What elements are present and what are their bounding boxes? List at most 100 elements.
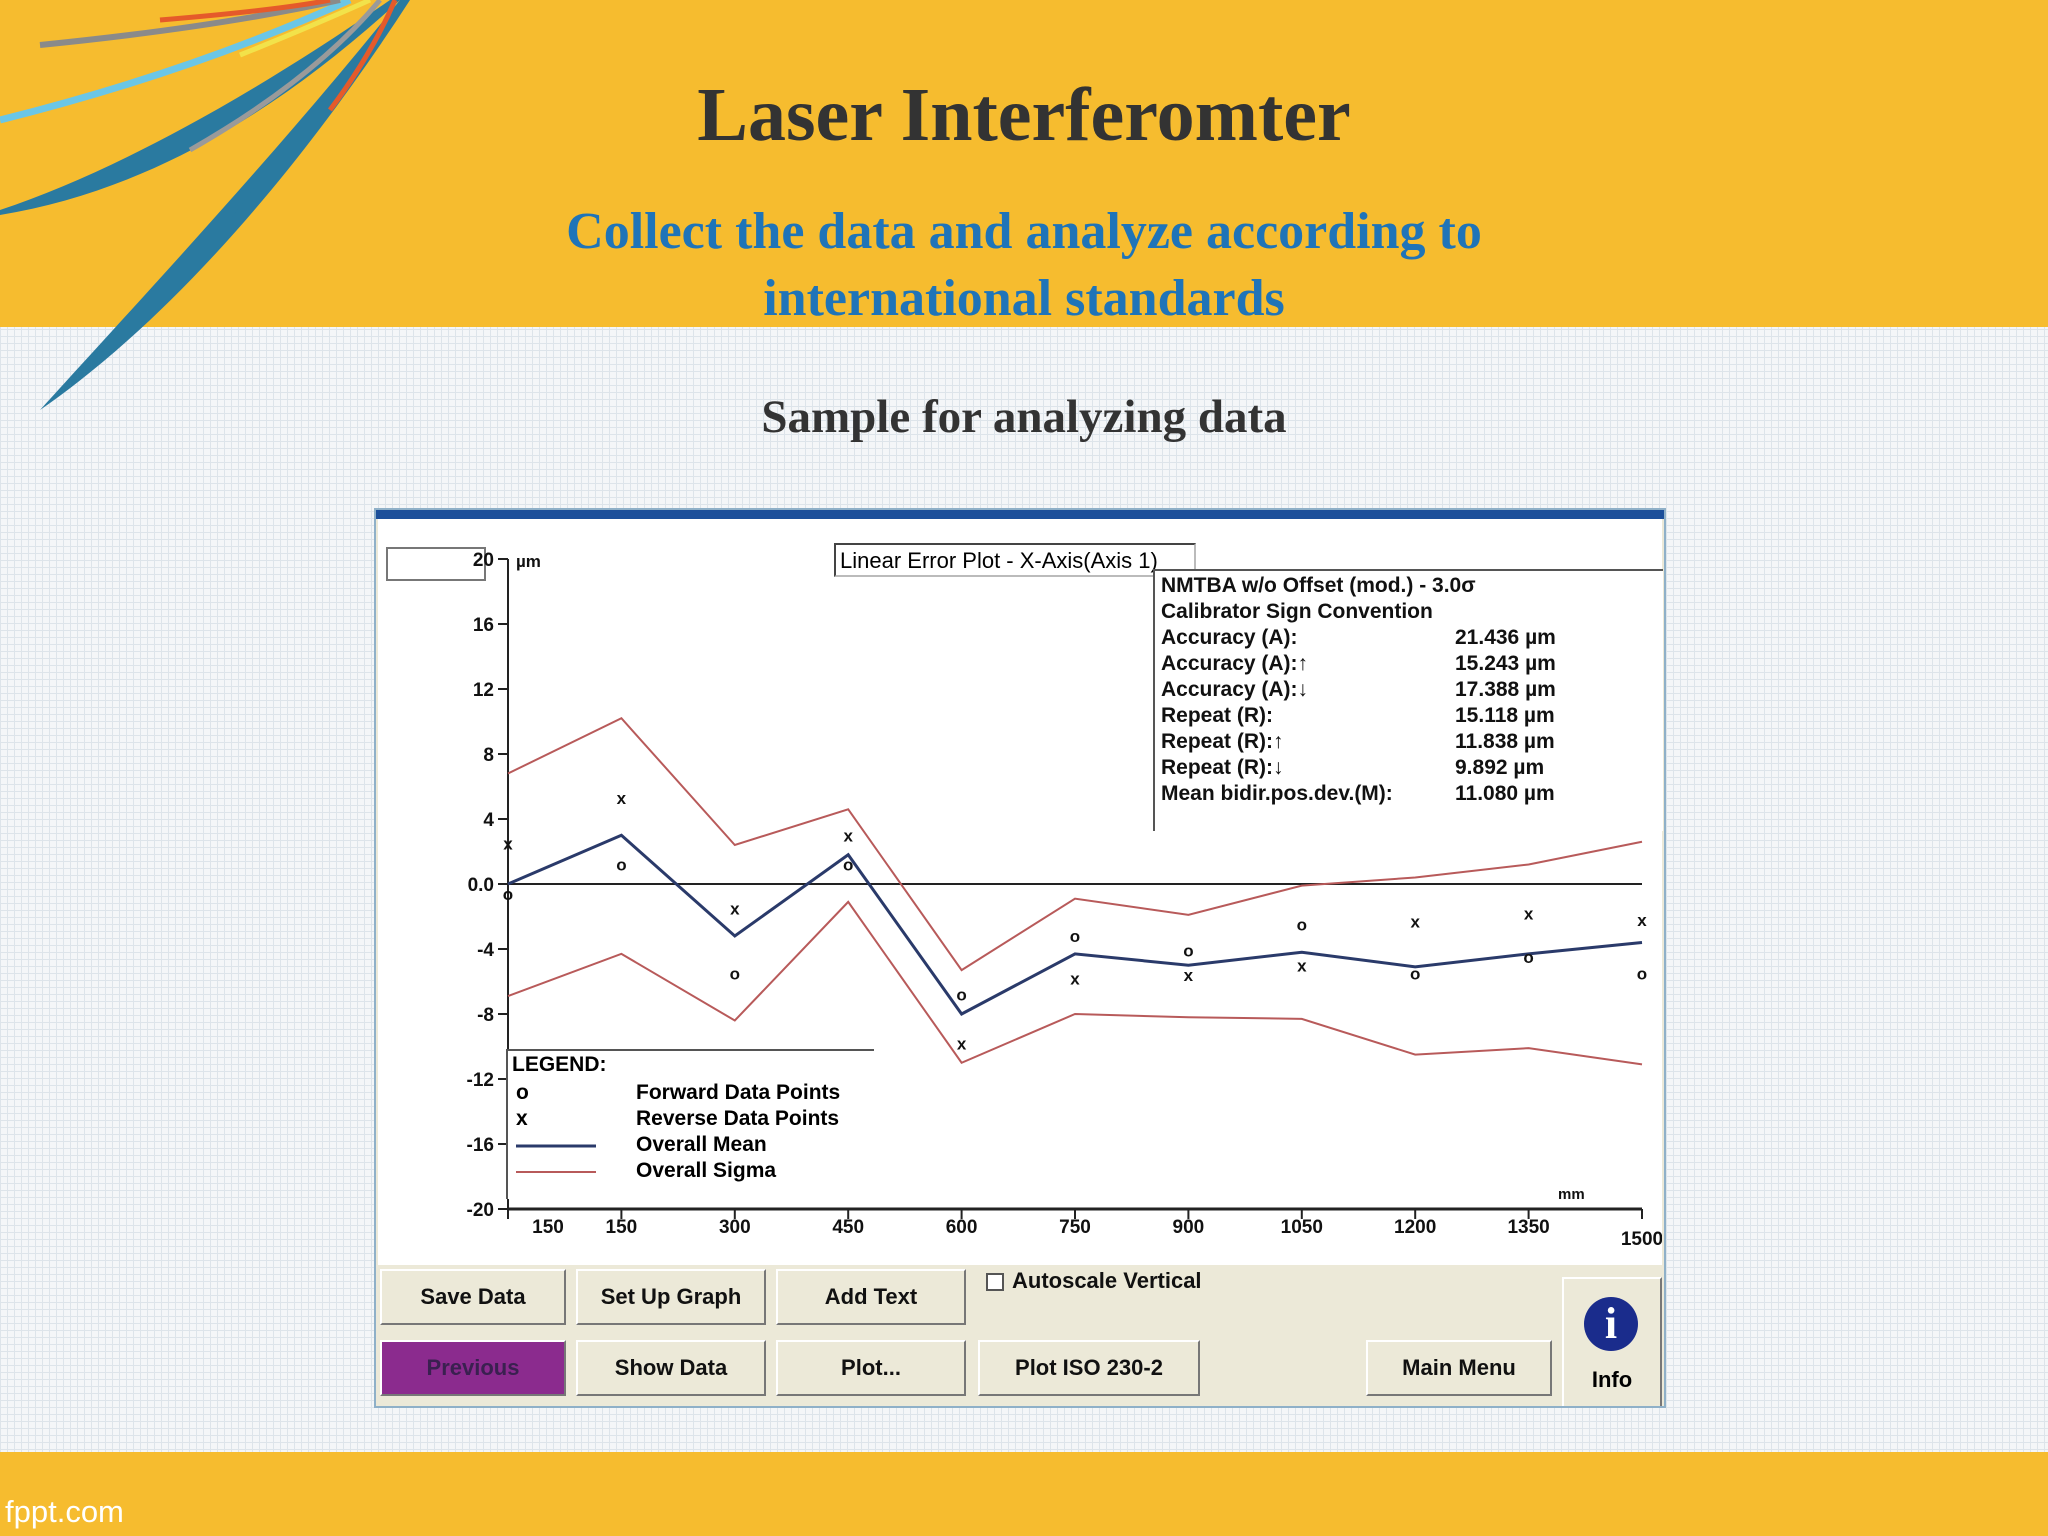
legend-sigma-swatch [516,1171,596,1173]
info-icon: i [1584,1297,1638,1351]
stats-box: NMTBA w/o Offset (mod.) - 3.0σ Calibrato… [1153,569,1663,831]
show-data-button[interactable]: Show Data [576,1340,766,1396]
x-tick-label: 1050 [1281,1217,1323,1238]
save-data-button[interactable]: Save Data [380,1269,566,1325]
forward-data-point: o [843,856,853,875]
legend-label: Overall Sigma [636,1159,777,1182]
reverse-data-point: x [730,899,740,918]
legend-title: LEGEND: [512,1053,607,1076]
forward-data-point: o [616,856,626,875]
stats-value: 15.118 µm [1455,704,1555,727]
legend-item-forward: o Forward Data Points [516,1081,876,1107]
x-tick-label: 150 [606,1217,638,1238]
forward-data-point: o [1183,942,1193,961]
stats-row: Accuracy (A):↑ 15.243 µm [1161,651,1601,677]
stats-row: Mean bidir.pos.dev.(M): 11.080 µm [1161,781,1601,807]
reverse-data-point: x [1297,956,1307,975]
overall-sigma-line [507,717,1643,972]
legend-item-reverse: x Reverse Data Points [516,1107,876,1133]
add-text-button[interactable]: Add Text [776,1269,966,1325]
legend-item-mean: Overall Mean [516,1133,876,1159]
stats-value: 17.388 µm [1455,678,1556,701]
y-tick-label: 4 [483,810,494,831]
y-tick-label: -16 [467,1135,494,1156]
plot-button[interactable]: Plot... [776,1340,966,1396]
slide-title: Laser Interferomter [697,73,1351,157]
footer-band [0,1452,2048,1536]
stats-label: Accuracy (A):↓ [1161,678,1309,701]
legend-mean-swatch [516,1144,596,1148]
legend-symbol: o [516,1081,529,1104]
arrow-swoosh-decoration [0,0,410,410]
stats-row: Accuracy (A): 21.436 µm [1161,625,1601,651]
plot-iso-button[interactable]: Plot ISO 230-2 [978,1340,1200,1396]
stats-value: 15.243 µm [1455,652,1556,675]
forward-data-point: o [1297,916,1307,935]
y-tick-label: 12 [473,680,494,701]
plot-title: Linear Error Plot - X-Axis(Axis 1) [834,543,1196,577]
legend-label: Overall Mean [636,1133,767,1156]
stats-label: Repeat (R):↓ [1161,756,1284,779]
overall-sigma-line [507,900,1643,1066]
previous-button[interactable]: Previous [380,1340,566,1396]
stats-value: 21.436 µm [1455,626,1556,649]
y-tick-label: -8 [477,1005,494,1026]
app-titlebar [376,510,1664,519]
autoscale-vertical-checkbox[interactable]: Autoscale Vertical [986,1268,1202,1294]
header-band [0,0,2048,327]
x-tick-label: 150 [532,1217,564,1238]
legend-item-sigma: Overall Sigma [516,1159,876,1185]
x-unit-label: mm [1558,1186,1585,1203]
main-menu-button[interactable]: Main Menu [1366,1340,1552,1396]
forward-data-point: o [503,885,513,904]
info-button[interactable]: i Info [1562,1277,1662,1406]
set-up-graph-button[interactable]: Set Up Graph [576,1269,766,1325]
x-tick-label: 300 [719,1217,751,1238]
overall-mean-line [507,833,1643,1016]
forward-data-point: o [1410,964,1420,983]
reverse-data-point: x [1524,904,1534,923]
y-top-box [386,547,486,581]
y-tick-label: -12 [467,1070,494,1091]
legend-label: Forward Data Points [636,1081,841,1104]
y-unit-label: µm [516,552,541,571]
stats-label: Accuracy (A):↑ [1161,652,1309,675]
stats-label: Accuracy (A): [1161,626,1298,649]
forward-data-point: o [730,964,740,983]
autoscale-label: Autoscale Vertical [1012,1268,1202,1293]
x-tick-label: 1500 [1621,1229,1662,1250]
x-tick-label: 450 [832,1217,864,1238]
stats-value: 11.838 µm [1455,730,1555,753]
reverse-data-point: x [1070,969,1080,988]
plot-panel: 20 16 12 8 4 0.0 -4 -8 -12 -16 -20 150 150 300 450 600 7… [378,519,1663,1265]
stats-row: Accuracy (A):↓ 17.388 µm [1161,677,1601,703]
legend-symbol: x [516,1107,528,1130]
reverse-data-point: x [957,1034,967,1053]
x-tick-label: 600 [946,1217,978,1238]
forward-data-point: o [956,986,966,1005]
stats-convention: Calibrator Sign Convention [1161,600,1433,623]
y-tick-label: 8 [483,745,494,766]
forward-data-point: o [1070,927,1080,946]
checkbox-icon[interactable] [986,1273,1004,1292]
legend-box: LEGEND: o Forward Data Points x Reverse Da… [506,1049,874,1199]
stats-label: Mean bidir.pos.dev.(M): [1161,782,1393,805]
reverse-data-point: x [1184,966,1194,985]
reverse-data-point: x [617,789,627,808]
x-tick-label: 900 [1173,1217,1205,1238]
stats-value: 11.080 µm [1455,782,1555,805]
slide-subtitle: Collect the data and analyze according t… [566,203,1482,327]
y-tick-label: 16 [473,615,494,636]
stats-title: NMTBA w/o Offset (mod.) - 3.0σ [1161,574,1476,597]
y-tick-label: -4 [477,940,494,961]
x-tick-label: 1200 [1394,1217,1436,1238]
footer-brand: fppt.com [5,1494,124,1529]
stats-label: Repeat (R):↑ [1161,730,1284,753]
y-tick-label: -20 [467,1200,494,1221]
reverse-data-point: x [1637,911,1647,930]
x-tick-label: 750 [1059,1217,1091,1238]
y-tick-label: 0.0 [468,875,494,896]
stats-row: Repeat (R):↑ 11.838 µm [1161,729,1601,755]
app-window: 20 16 12 8 4 0.0 -4 -8 -12 -16 -20 150 150 300 450 600 7… [374,508,1666,1408]
legend-label: Reverse Data Points [636,1107,840,1130]
